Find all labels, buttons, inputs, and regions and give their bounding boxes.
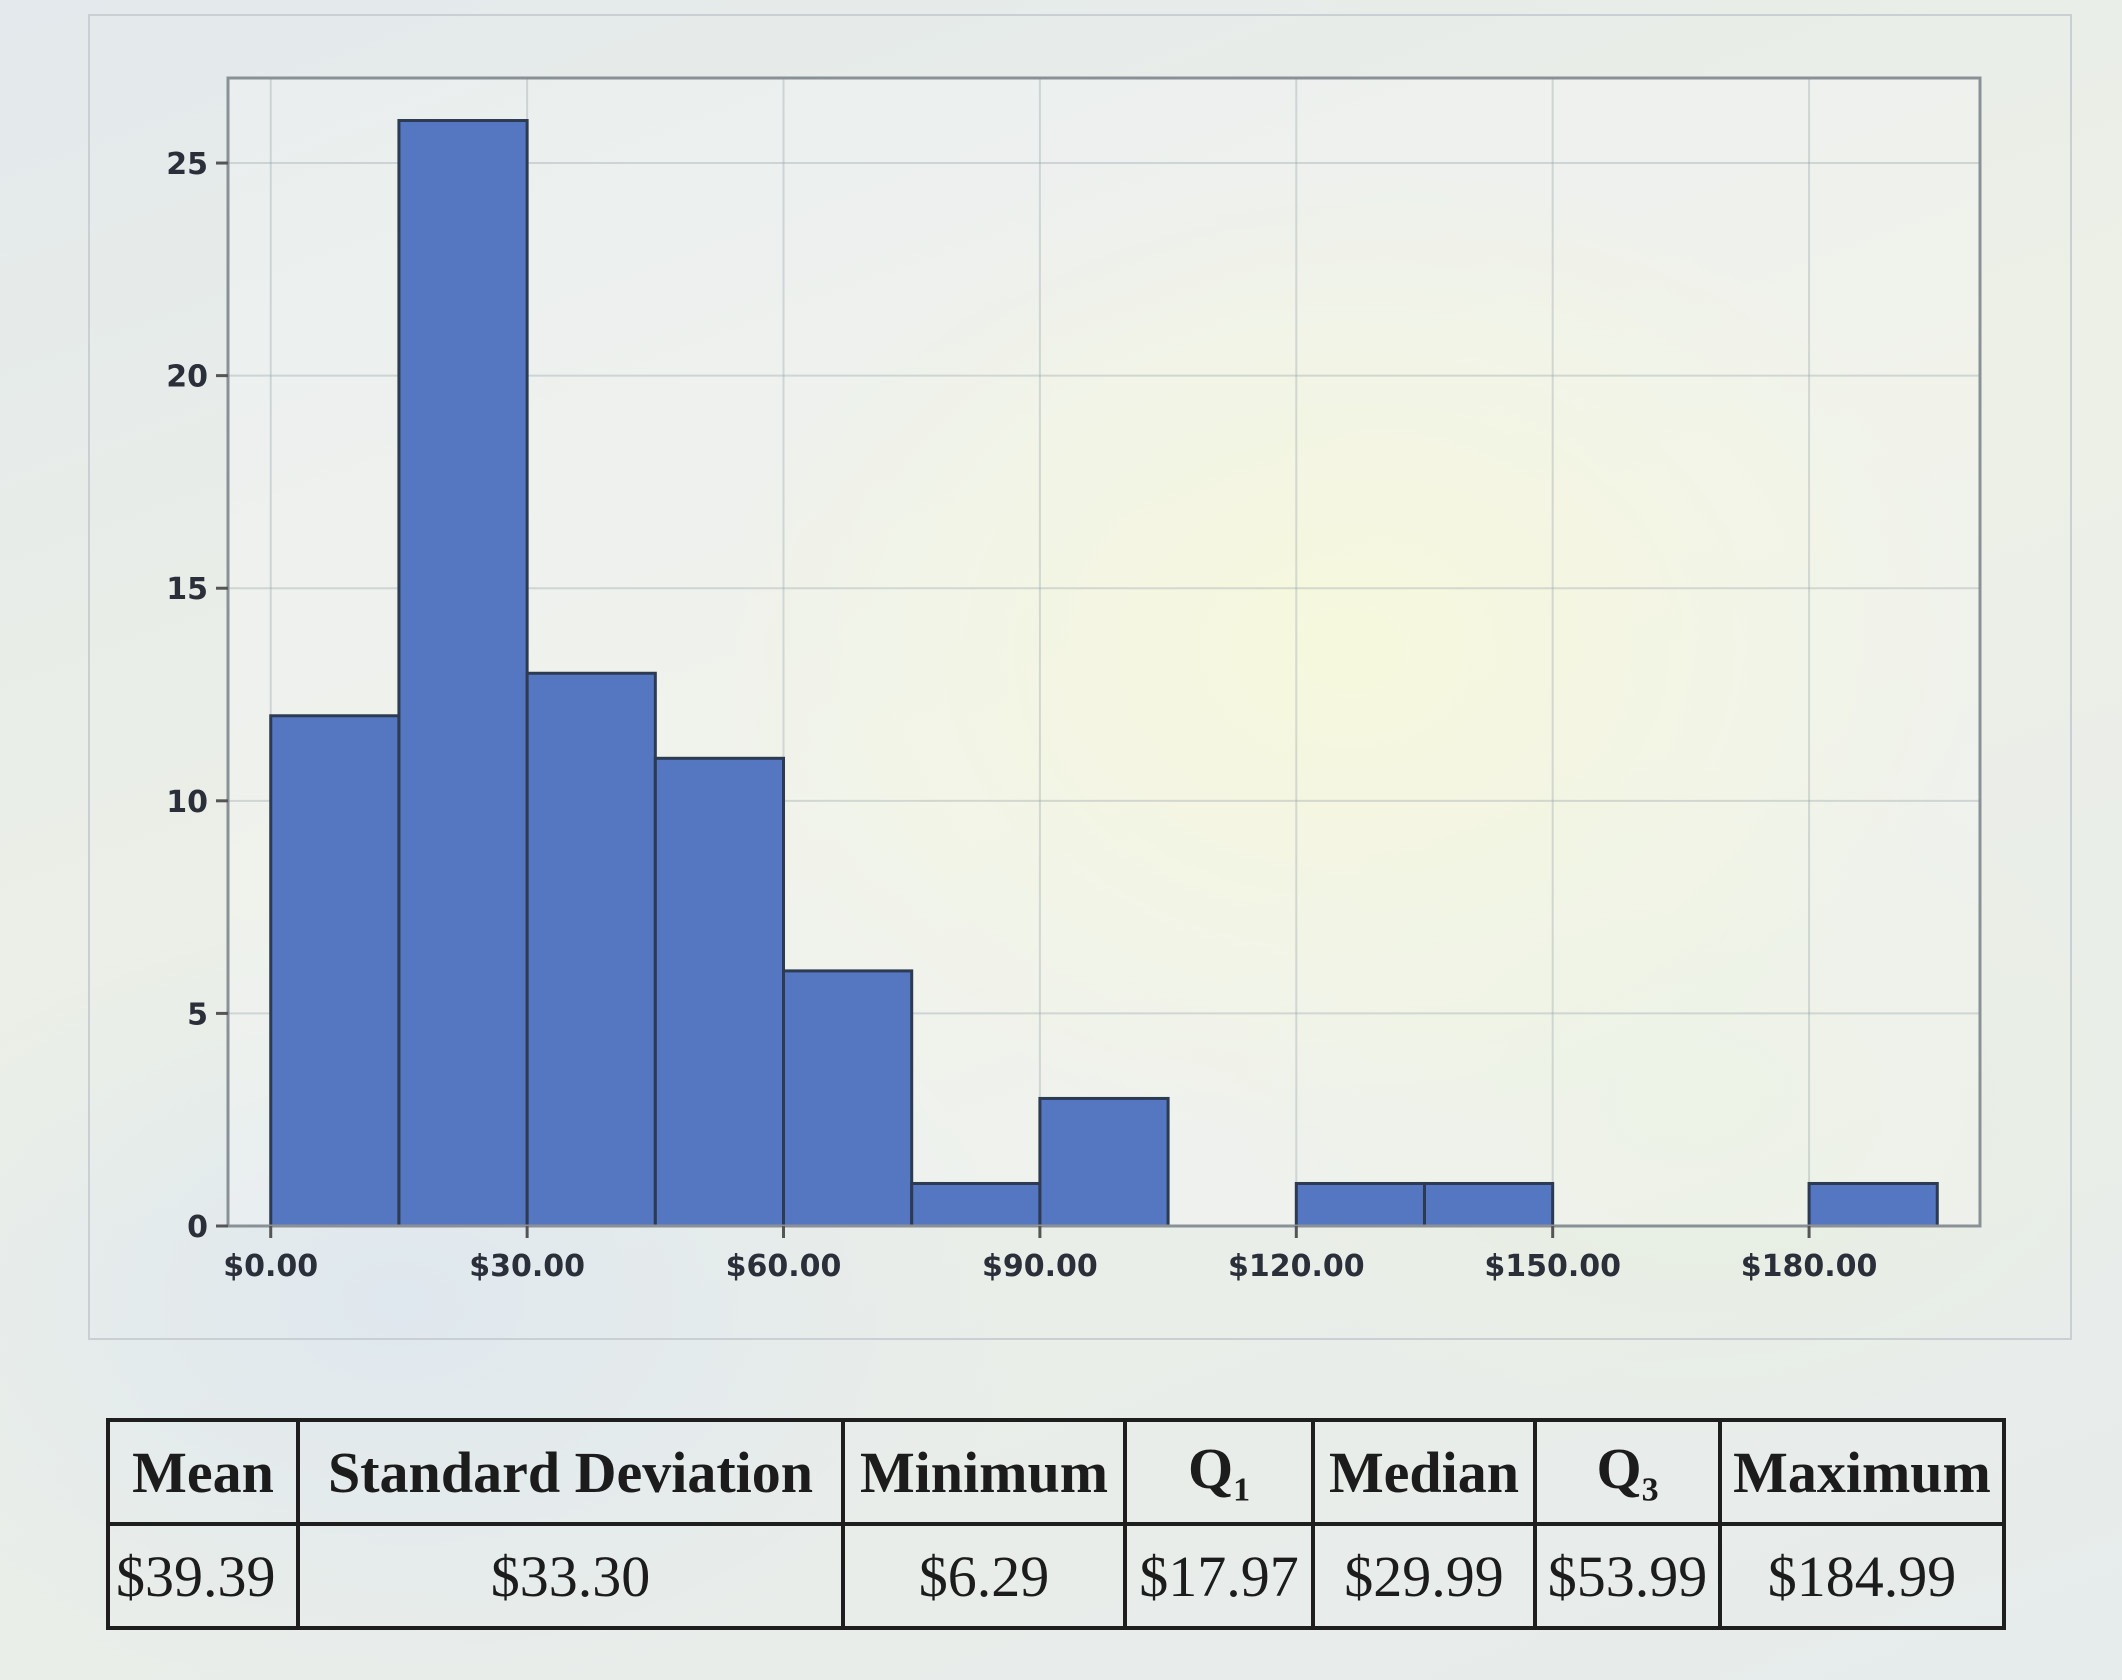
histogram-bar: [525, 671, 657, 1228]
y-tick-label: 15: [166, 572, 208, 607]
plot-border: [226, 76, 1982, 1228]
header-q1: Q1: [1123, 1418, 1315, 1526]
x-tick-label: $30.00: [469, 1249, 585, 1284]
x-tick-label: $0.00: [223, 1249, 318, 1284]
header-q1-subscript: 1: [1233, 1471, 1251, 1509]
y-tick-label: 20: [166, 360, 208, 395]
histogram-chart: 0 5 10 15 20 25 $0.00 $30.00 $60.00 $90.00 $120.00…: [166, 76, 1982, 1284]
histogram-bar: [1422, 1181, 1555, 1228]
cell-maximum: $184.99: [1718, 1522, 2006, 1630]
histogram-bar: [1807, 1181, 1939, 1228]
histogram-bar: [1294, 1181, 1426, 1228]
y-tick-label: 10: [166, 785, 208, 820]
chart-frame: 0 5 10 15 20 25 $0.00 $30.00 $60.00 $90.00 $120.00…: [88, 14, 2072, 1340]
x-tick-label: $180.00: [1741, 1249, 1878, 1284]
histogram-bar: [1038, 1096, 1170, 1228]
x-tick-label: $150.00: [1484, 1249, 1621, 1284]
y-tick-label: 0: [187, 1210, 208, 1245]
header-q1-letter: Q: [1187, 1435, 1234, 1501]
cell-median: $29.99: [1311, 1522, 1537, 1630]
cell-mean: $39.39: [106, 1522, 300, 1630]
cell-q3: $53.99: [1533, 1522, 1722, 1630]
histogram-bar: [910, 1181, 1042, 1228]
x-tick-label: $60.00: [726, 1249, 842, 1284]
cell-q1: $17.97: [1123, 1522, 1315, 1630]
histogram-bar: [397, 119, 529, 1228]
summary-statistics-table: Mean Standard Deviation Minimum Q1 Media…: [106, 1418, 2006, 1630]
header-minimum: Minimum: [841, 1418, 1127, 1526]
header-median: Median: [1311, 1418, 1537, 1526]
header-q3: Q3: [1533, 1418, 1722, 1526]
header-q3-letter: Q: [1596, 1435, 1642, 1501]
table-header-row: Mean Standard Deviation Minimum Q1 Media…: [106, 1418, 2006, 1526]
header-q3-subscript: 3: [1641, 1471, 1659, 1509]
x-tick-label: $120.00: [1228, 1249, 1365, 1284]
header-mean: Mean: [106, 1418, 300, 1526]
histogram-bar: [782, 969, 914, 1228]
header-maximum: Maximum: [1718, 1418, 2006, 1526]
header-standard-deviation: Standard Deviation: [296, 1418, 845, 1526]
cell-standard-deviation: $33.30: [296, 1522, 845, 1630]
y-tick-label: 25: [166, 147, 208, 182]
histogram-bar: [653, 756, 786, 1228]
cell-minimum: $6.29: [841, 1522, 1127, 1630]
histogram-bar: [269, 714, 401, 1228]
table-row: $39.39 $33.30 $6.29 $17.97 $29.99 $53.99…: [106, 1522, 2006, 1630]
x-tick-label: $90.00: [982, 1249, 1098, 1284]
y-tick-label: 5: [187, 997, 208, 1032]
